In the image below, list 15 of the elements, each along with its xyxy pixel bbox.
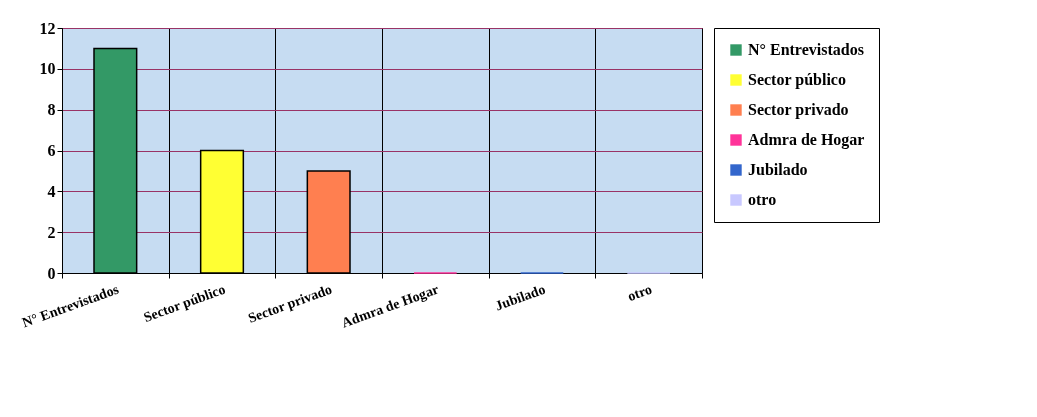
y-tick-label: 0 <box>47 264 56 282</box>
legend-label: Sector privado <box>748 101 849 119</box>
y-tick-label: 10 <box>39 60 56 78</box>
legend-label: Admra de Hogar <box>748 131 865 149</box>
x-tick-label: Admra de Hogar <box>339 281 441 331</box>
y-tick-label: 2 <box>47 223 56 241</box>
x-tick-label: otro <box>625 281 654 305</box>
y-tick-label: 12 <box>39 19 56 37</box>
legend-label: otro <box>748 191 777 208</box>
legend-label: Sector público <box>748 71 846 89</box>
y-tick-label: 8 <box>47 101 56 119</box>
legend-label: N° Entrevistados <box>748 41 864 58</box>
y-tick-label: 4 <box>47 182 56 200</box>
legend-label: Jubilado <box>748 161 808 178</box>
y-tick-label: 6 <box>47 142 56 159</box>
